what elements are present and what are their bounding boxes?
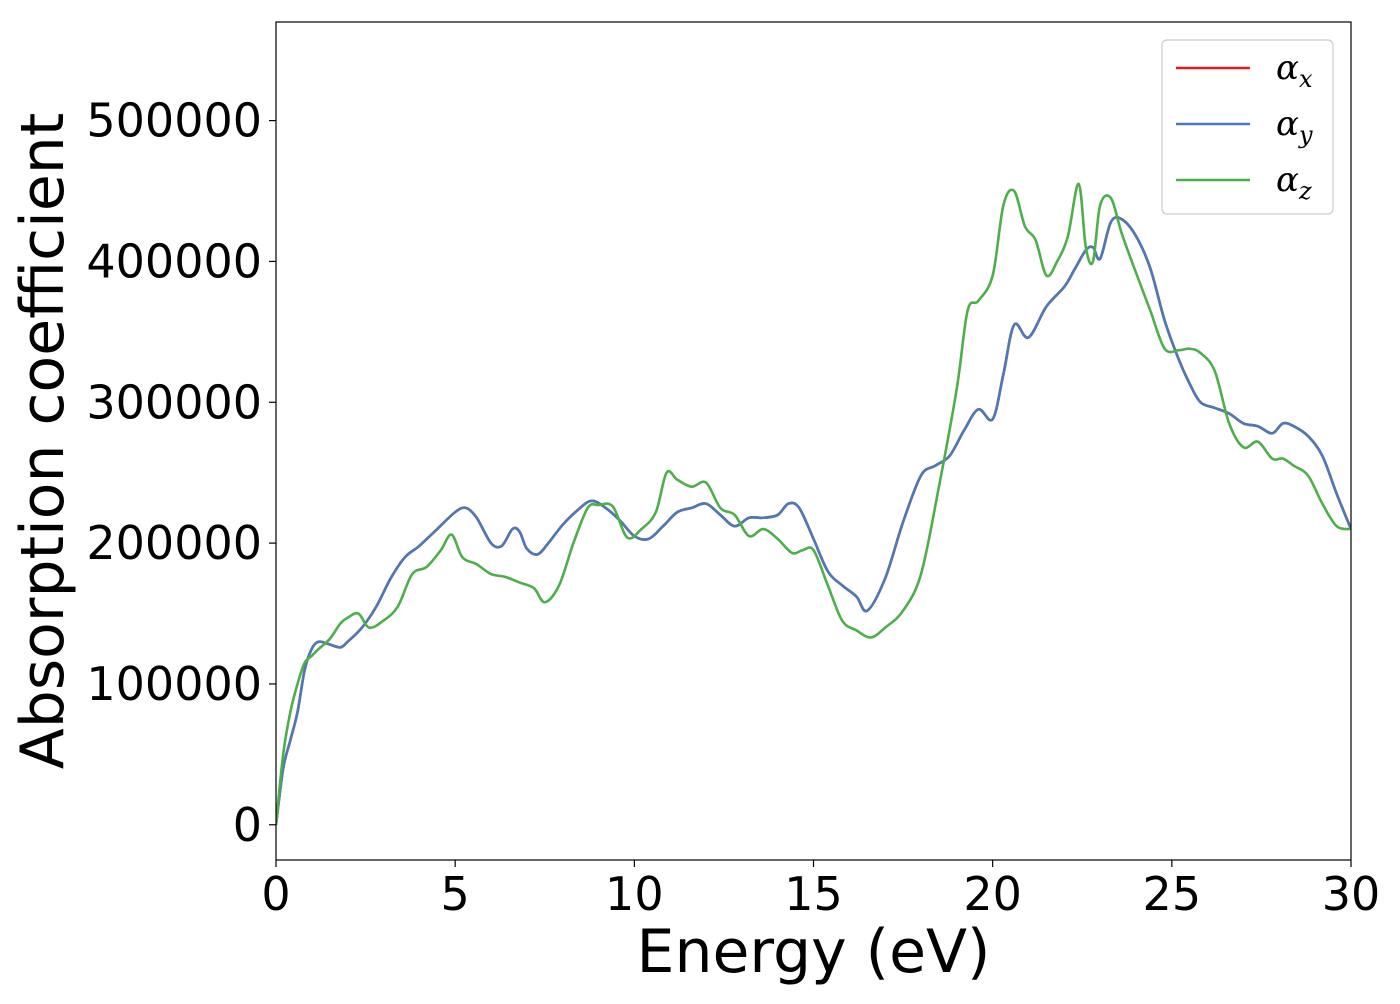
legend-subscript: y [1298,121,1313,149]
legend-item-z: αz [1176,160,1312,205]
y-tick-label: 400000 [86,234,262,288]
legend-item-x: αx [1176,48,1313,93]
legend-item-y: αy [1176,104,1313,149]
series-line-x [276,215,1351,825]
y-axis-label: Absorption coefficient [8,113,78,770]
y-tick-label: 200000 [86,516,262,570]
legend-symbol: α [1276,48,1299,88]
x-tick-label: 20 [963,867,1022,921]
legend-box [1161,39,1334,215]
x-axis-ticks: 0 5 10 15 20 25 30 [261,860,1380,921]
series-line-y [276,215,1351,825]
y-axis-ticks: 0 100000 200000 300000 400000 500000 [86,94,276,852]
legend-subscript: z [1298,177,1312,205]
y-tick-label: 100000 [86,657,262,711]
x-tick-label: 0 [261,867,290,921]
x-tick-label: 10 [605,867,664,921]
legend-label: αy [1276,104,1313,149]
plot-lines [276,182,1351,825]
legend-symbol: α [1276,160,1299,200]
legend-label: αx [1276,48,1313,93]
x-tick-label: 25 [1143,867,1202,921]
x-tick-label: 30 [1322,867,1381,921]
legend-symbol: α [1276,104,1299,144]
x-axis-label: Energy (eV) [637,917,991,987]
legend-label: αz [1276,160,1312,205]
x-tick-label: 5 [441,867,470,921]
y-tick-label: 0 [233,798,262,852]
series-line-z [276,182,1351,825]
y-tick-label: 500000 [86,94,262,148]
x-tick-label: 15 [784,867,843,921]
legend-subscript: x [1299,65,1313,93]
y-tick-label: 300000 [86,375,262,429]
